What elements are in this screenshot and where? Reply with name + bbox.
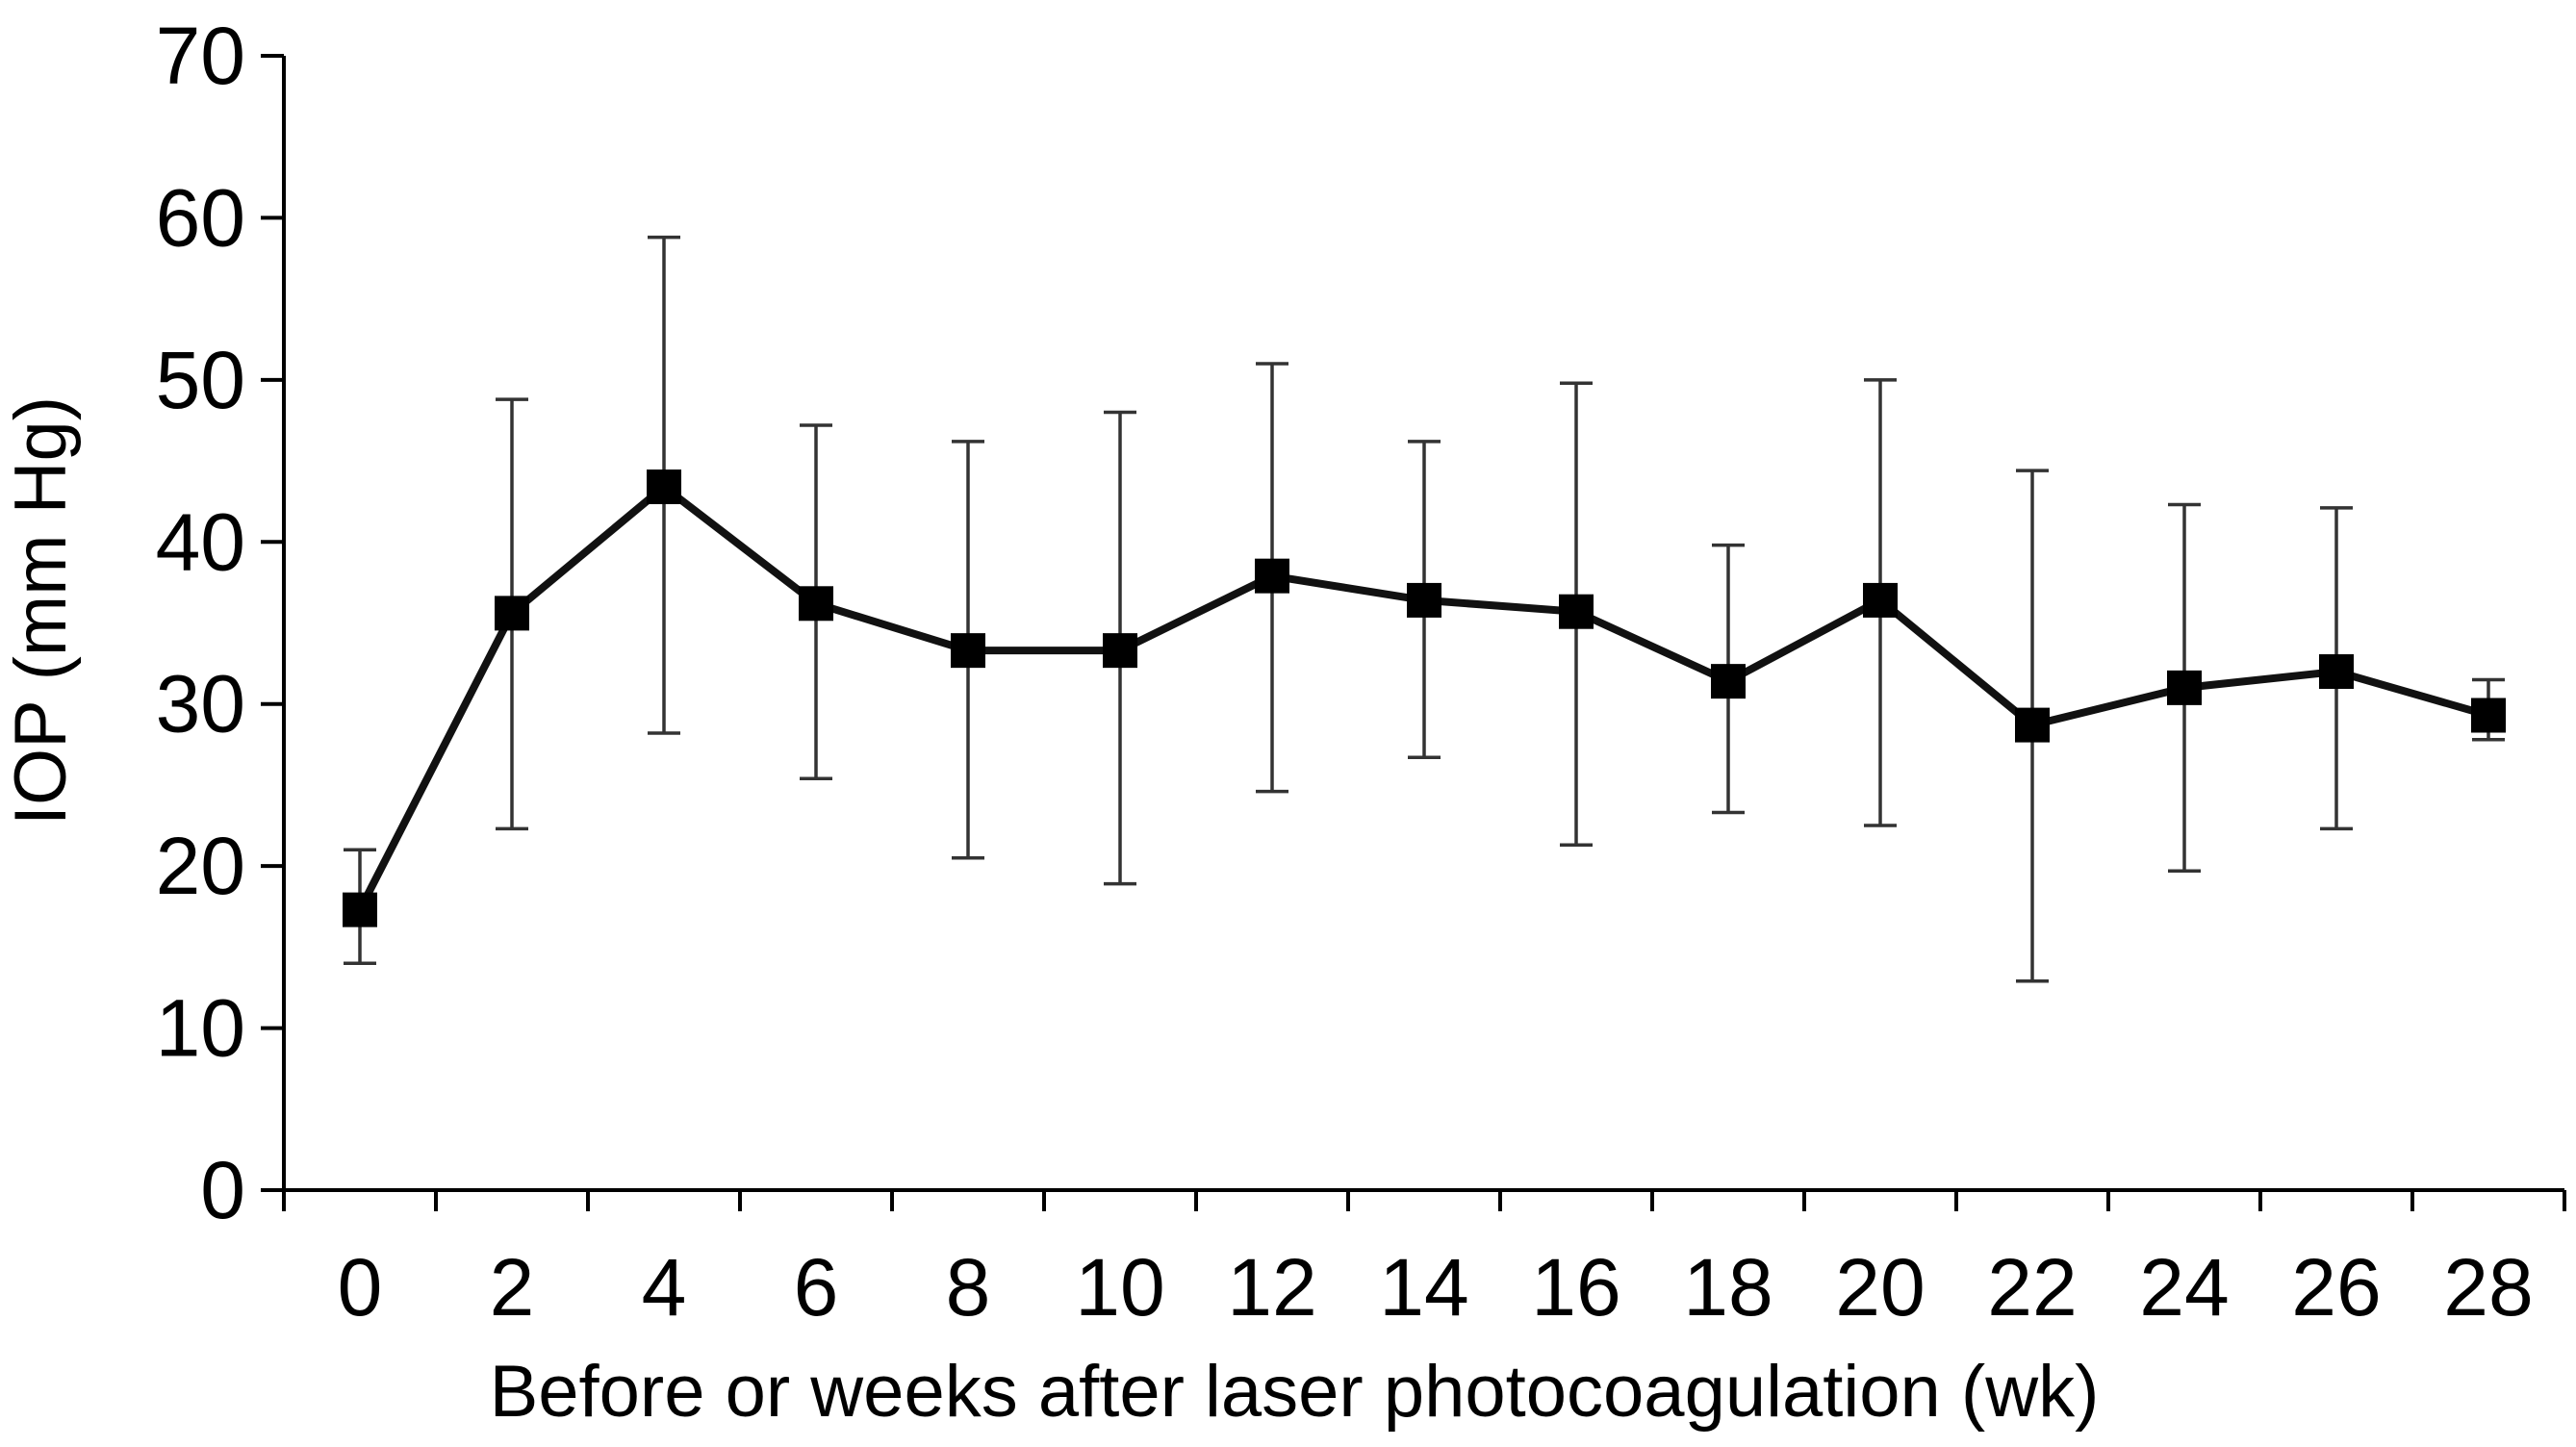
y-tick-label: 0	[200, 1145, 245, 1235]
markers	[343, 470, 2506, 927]
x-tick-label: 22	[1987, 1242, 2077, 1333]
y-tick-label: 40	[156, 496, 245, 587]
data-point-marker	[495, 596, 529, 631]
data-point-marker	[1559, 594, 1594, 629]
y-axis-title: IOP (mm Hg)	[0, 396, 82, 825]
data-point-marker	[1711, 664, 1746, 699]
data-point-marker	[1863, 582, 1898, 618]
x-tick-label: 6	[794, 1242, 839, 1333]
x-tick-label: 10	[1075, 1242, 1164, 1333]
data-point-marker	[1103, 633, 1137, 669]
y-tick-label: 20	[156, 821, 245, 911]
data-point-marker	[2471, 698, 2506, 733]
x-tick-label: 16	[1531, 1242, 1620, 1333]
y-tick-label: 50	[156, 335, 245, 425]
data-point-marker	[647, 470, 681, 505]
x-tick-label: 20	[1835, 1242, 1925, 1333]
y-tick-label: 30	[156, 659, 245, 749]
x-tick-label: 18	[1683, 1242, 1773, 1333]
data-point-marker	[1255, 558, 1289, 594]
data-point-marker	[951, 633, 985, 669]
x-tick-label: 12	[1227, 1242, 1316, 1333]
data-point-marker	[2319, 654, 2354, 690]
x-tick-label: 8	[946, 1242, 991, 1333]
data-point-marker	[343, 892, 377, 927]
y-tick-label: 10	[156, 983, 245, 1074]
x-axis-title: Before or weeks after laser photocoagula…	[490, 1351, 2100, 1433]
x-tick-label: 4	[642, 1242, 687, 1333]
x-tick-label: 26	[2291, 1242, 2381, 1333]
x-tick-label: 24	[2139, 1242, 2229, 1333]
x-tick-label: 0	[338, 1242, 383, 1333]
y-tick-label: 70	[156, 11, 245, 101]
x-tick-label: 2	[490, 1242, 535, 1333]
data-point-marker	[799, 586, 833, 622]
x-tick-label: 28	[2443, 1242, 2533, 1333]
y-tick-label: 60	[156, 172, 245, 263]
data-point-marker	[1407, 582, 1441, 618]
data-point-marker	[2015, 707, 2050, 743]
data-point-marker	[2167, 670, 2202, 705]
x-tick-label: 14	[1379, 1242, 1468, 1333]
